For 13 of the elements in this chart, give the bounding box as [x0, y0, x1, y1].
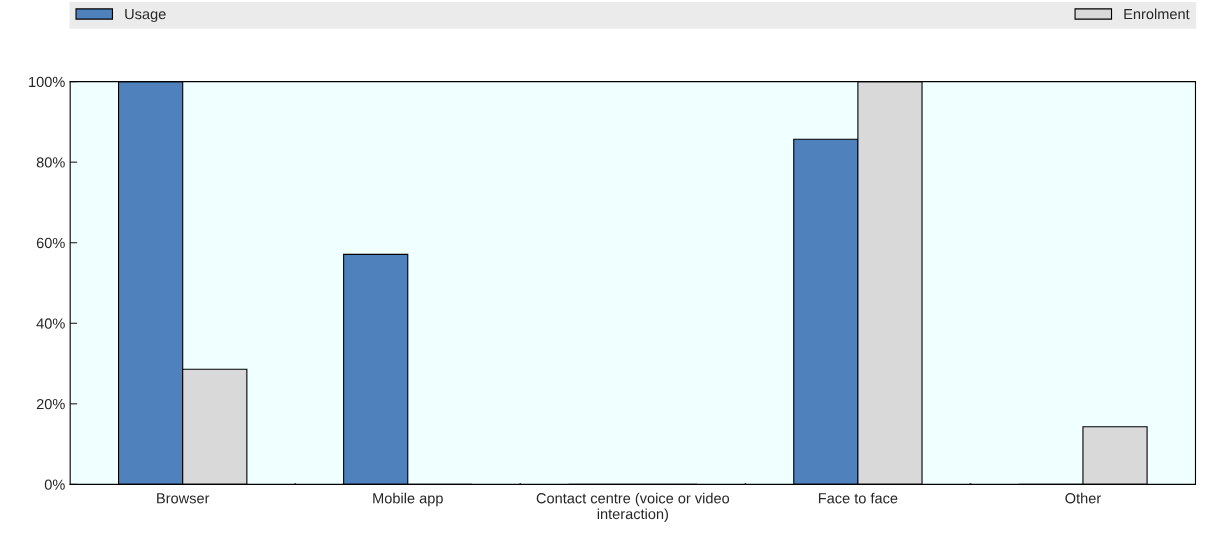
legend-label: Enrolment — [1124, 8, 1190, 20]
y-tick-label: 80% — [36, 157, 65, 168]
x-tick-label: Mobile app — [373, 492, 443, 507]
y-tick-label: 60% — [36, 237, 65, 249]
y-tick-label: 100% — [29, 76, 65, 88]
x-tick-label: Browser — [157, 493, 210, 504]
x-tick-label: Contact centre (voice or video interaction) — [536, 492, 730, 522]
y-tick-label: 40% — [36, 318, 65, 329]
legend-label: Usage — [125, 9, 166, 23]
x-tick-label: Other — [1065, 492, 1101, 504]
y-tick-label: 20% — [36, 398, 65, 410]
y-tick-label: 0% — [44, 479, 65, 490]
x-tick-label: Face to face — [818, 492, 898, 504]
